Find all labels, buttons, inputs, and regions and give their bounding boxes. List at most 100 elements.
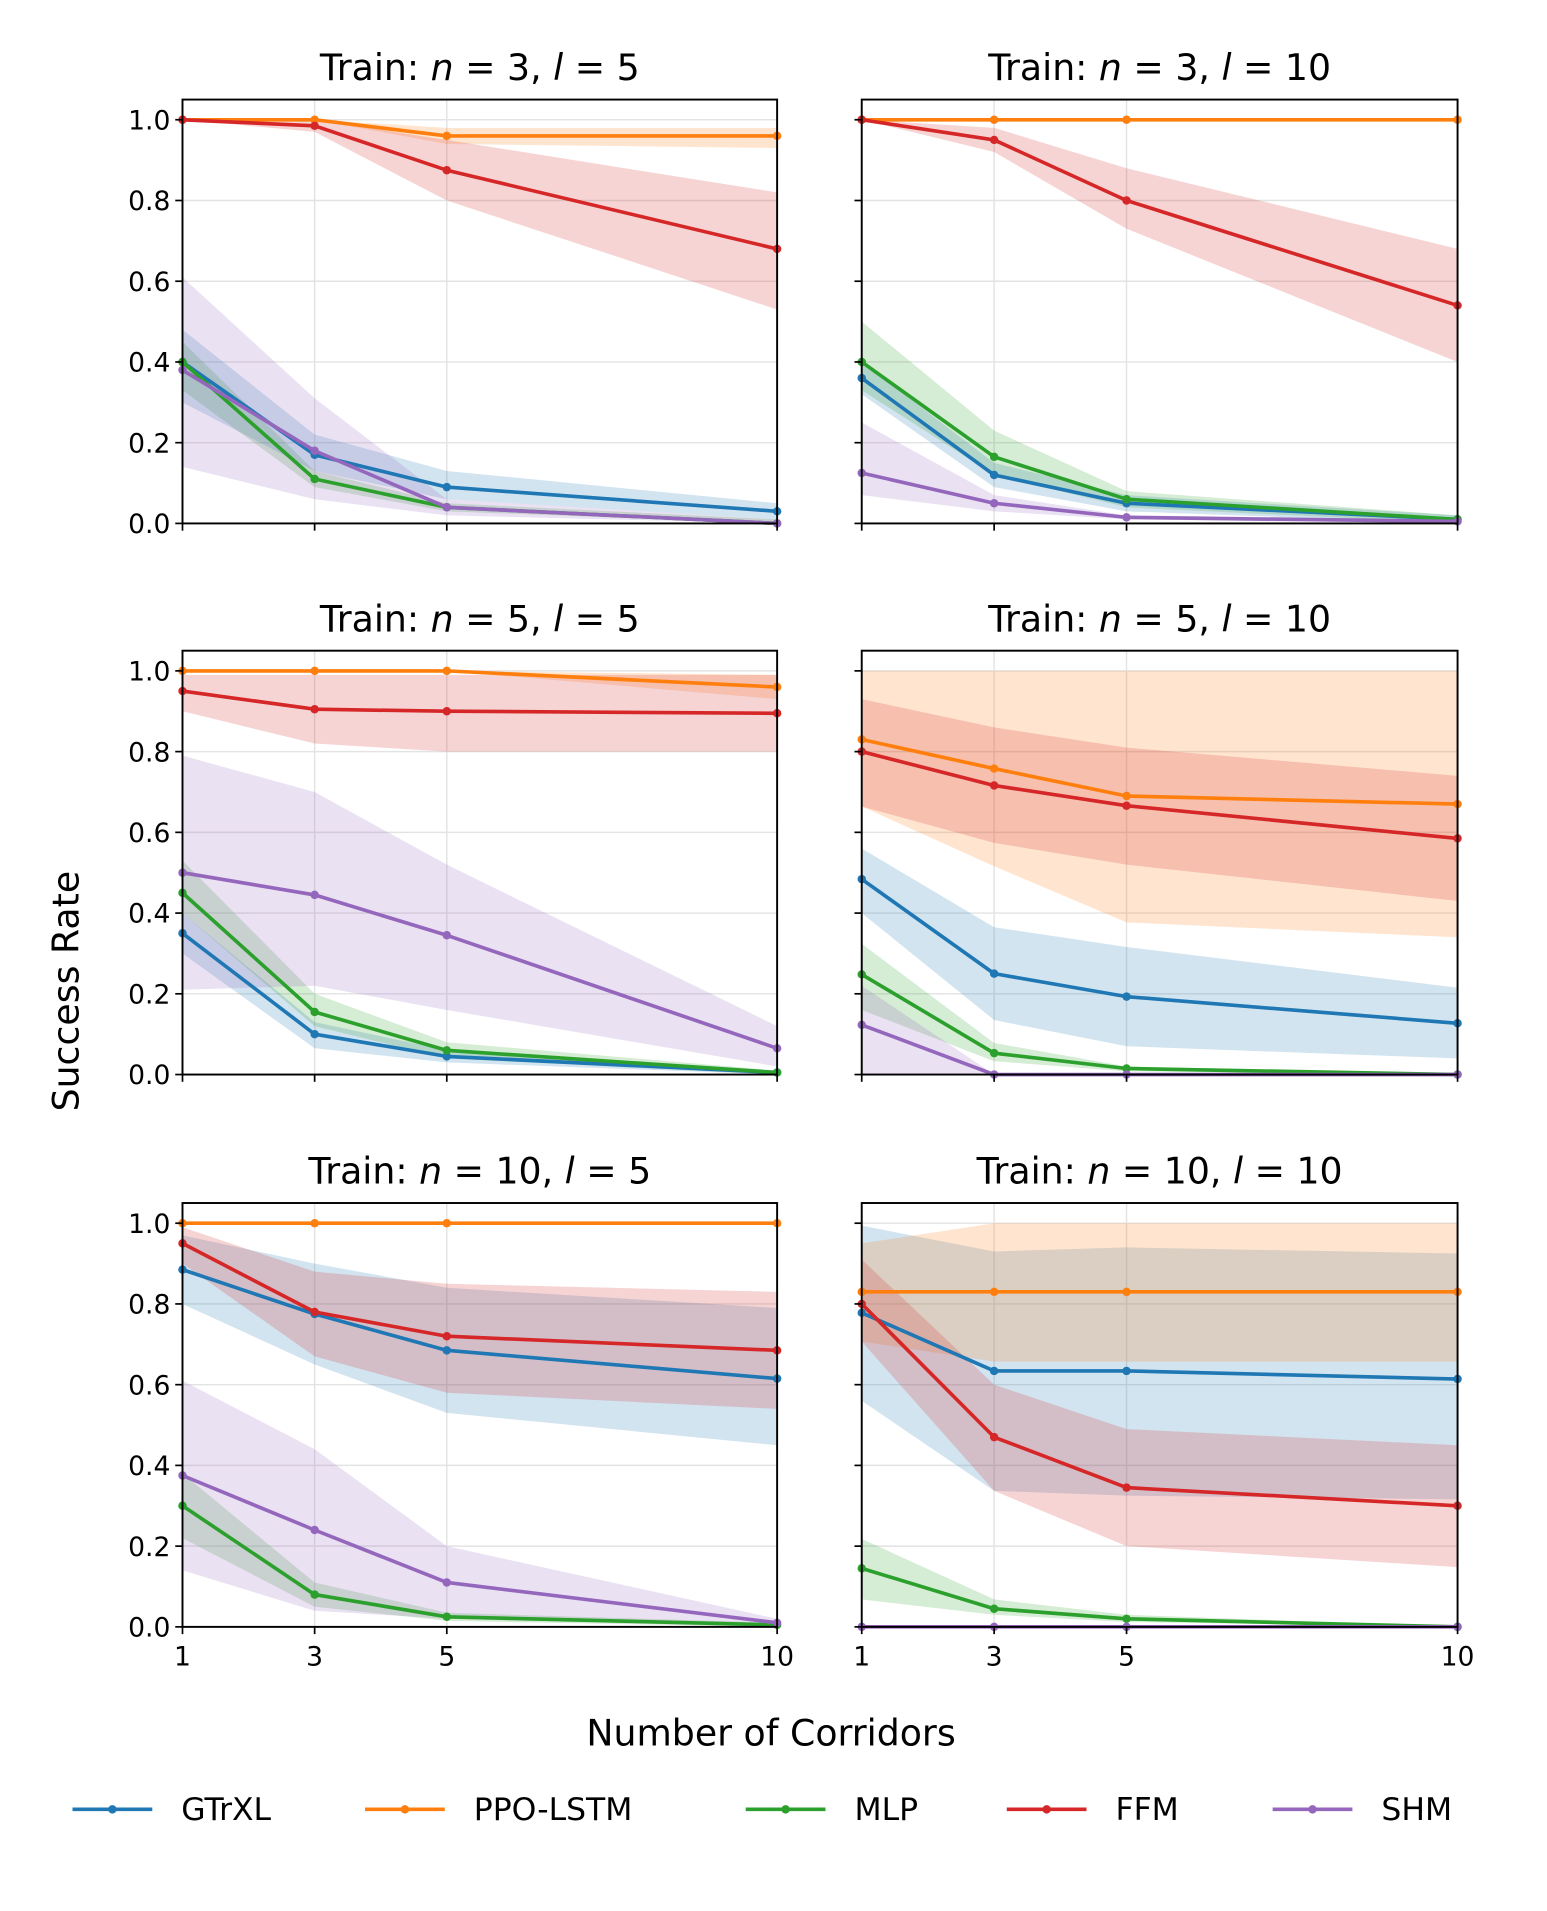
data-point-mlp — [310, 474, 319, 484]
legend: GTrXL PPO-LSTM MLP FFM SHM — [72, 1792, 1452, 1828]
series-line-gtrxl — [860, 1311, 1458, 1381]
confidence-band-ffm — [861, 1259, 1458, 1568]
axes-frame — [181, 649, 779, 1076]
data-point-shm — [1122, 513, 1131, 522]
x-axis-label: Number of Corridors — [586, 1711, 955, 1754]
series-line-ffm — [181, 1241, 778, 1353]
data-point-ppo-lstm — [310, 666, 319, 676]
data-point-ffm — [442, 165, 452, 175]
series-line-shm — [181, 368, 778, 526]
series-line-gtrxl — [860, 376, 1458, 522]
legend-label: SHM — [1381, 1792, 1452, 1828]
y-axis-label: Success Rate — [45, 871, 88, 1112]
y-tick-label: 1.0 — [128, 657, 170, 688]
y-tick-label: 0.4 — [128, 899, 170, 930]
confidence-band-gtrxl — [182, 1235, 778, 1446]
y-tick-label: 0.0 — [128, 1613, 170, 1644]
series-line-gtrxl — [860, 877, 1458, 1026]
data-point-ppo-lstm — [310, 1218, 319, 1228]
data-point-ppo-lstm — [442, 131, 452, 141]
subplot: 0.0 0.2 0.4 0.6 0.8 1.0 Train: n = 3, l = 5 — [128, 46, 782, 540]
series-line-ffm — [182, 689, 778, 716]
data-point-ffm — [989, 1432, 999, 1442]
data-point-shm — [989, 499, 999, 508]
confidence-band-gtrxl — [182, 329, 778, 520]
legend-label: MLP — [854, 1792, 918, 1828]
data-point-gtrxl — [989, 1366, 999, 1376]
series-line-mlp — [181, 891, 778, 1075]
subplot-title: Train: n = 5, l = 10 — [987, 597, 1331, 640]
legend-label: PPO-LSTM — [474, 1792, 633, 1828]
subplot: 1 3 5 10 Train: n = 10, l = 10 — [853, 1150, 1474, 1673]
subplot-title: Train: n = 5, l = 5 — [319, 597, 640, 640]
legend-label: FFM — [1116, 1792, 1179, 1828]
data-point-ffm — [1122, 801, 1131, 810]
y-tick-label: 0.2 — [128, 979, 170, 1010]
data-point-ffm — [989, 135, 999, 145]
data-point-ffm — [310, 704, 319, 714]
confidence-band-gtrxl — [861, 361, 1458, 524]
confidence-band-mlp — [182, 860, 778, 1075]
data-point-shm — [310, 1525, 319, 1535]
data-point-gtrxl — [310, 1029, 319, 1039]
confidence-band-mlp — [861, 1538, 1458, 1627]
data-point-mlp — [310, 1007, 319, 1017]
y-tick-label: 0.2 — [128, 428, 170, 459]
y-tick-label: 0.6 — [128, 818, 170, 849]
confidence-band-mlp — [861, 321, 1458, 524]
confidence-band-mlp — [182, 341, 778, 524]
data-point-mlp — [989, 452, 999, 462]
data-point-mlp — [989, 1048, 999, 1058]
data-point-gtrxl — [442, 1346, 452, 1355]
data-point-ppo-lstm — [442, 1218, 452, 1228]
subplot: Train: n = 3, l = 10 — [854, 46, 1462, 531]
legend-item-shm: SHM — [1272, 1792, 1452, 1828]
data-point-mlp — [310, 1590, 319, 1599]
confidence-band-ffm — [182, 119, 778, 310]
series-line-ffm — [861, 749, 1458, 841]
y-tick-label: 0.2 — [128, 1532, 170, 1563]
subplots: 0.0 0.2 0.4 0.6 0.8 1.0 Train: n = 3, l = 5 Tra… — [128, 46, 1474, 1672]
data-point-ppo-lstm — [1122, 791, 1131, 801]
legend-label: GTrXL — [181, 1792, 271, 1828]
confidence-band-gtrxl — [182, 913, 778, 1075]
y-tick-label: 0.4 — [128, 348, 170, 379]
subplot-title: Train: n = 10, l = 10 — [976, 1150, 1343, 1193]
data-point-ppo-lstm — [310, 115, 319, 124]
subplot-title: Train: n = 3, l = 10 — [987, 46, 1331, 89]
x-tick-label: 5 — [1118, 1642, 1135, 1673]
data-point-ppo-lstm — [989, 115, 999, 124]
data-point-ppo-lstm — [442, 666, 452, 676]
data-point-gtrxl — [989, 470, 999, 480]
data-point-mlp — [1122, 494, 1131, 504]
data-point-ppo-lstm — [989, 1287, 999, 1297]
series-line-gtrxl — [181, 1267, 778, 1381]
data-point-gtrxl — [1122, 1366, 1131, 1376]
data-point-mlp — [989, 1604, 999, 1613]
series-line-mlp — [860, 360, 1458, 522]
y-tick-label: 0.4 — [128, 1451, 170, 1482]
axes-frame — [860, 98, 1459, 525]
legend-marker — [1042, 1805, 1051, 1814]
series-line-mlp — [181, 1504, 778, 1627]
y-tick-label: 1.0 — [128, 1209, 170, 1240]
data-point-shm — [310, 890, 319, 900]
confidence-band-gtrxl — [861, 848, 1458, 1059]
confidence-band-ppo-lstm — [182, 119, 778, 149]
data-point-ffm — [442, 1332, 452, 1341]
legend-marker — [108, 1805, 117, 1814]
data-point-shm — [442, 931, 452, 940]
confidence-band-shm — [182, 277, 778, 524]
series-line-ffm — [861, 117, 1459, 308]
axes-frame — [860, 1202, 1459, 1628]
data-point-gtrxl — [442, 482, 452, 492]
x-tick-label: 1 — [174, 1642, 191, 1673]
legend-marker — [400, 1805, 410, 1814]
series-line-ppo-lstm — [182, 669, 778, 689]
series-line-shm — [181, 1473, 778, 1625]
y-tick-label: 0.6 — [128, 267, 170, 298]
data-point-shm — [442, 1578, 452, 1587]
confidence-band-shm — [182, 755, 778, 1067]
data-point-ffm — [310, 121, 319, 131]
confidence-band-ffm — [182, 674, 778, 752]
